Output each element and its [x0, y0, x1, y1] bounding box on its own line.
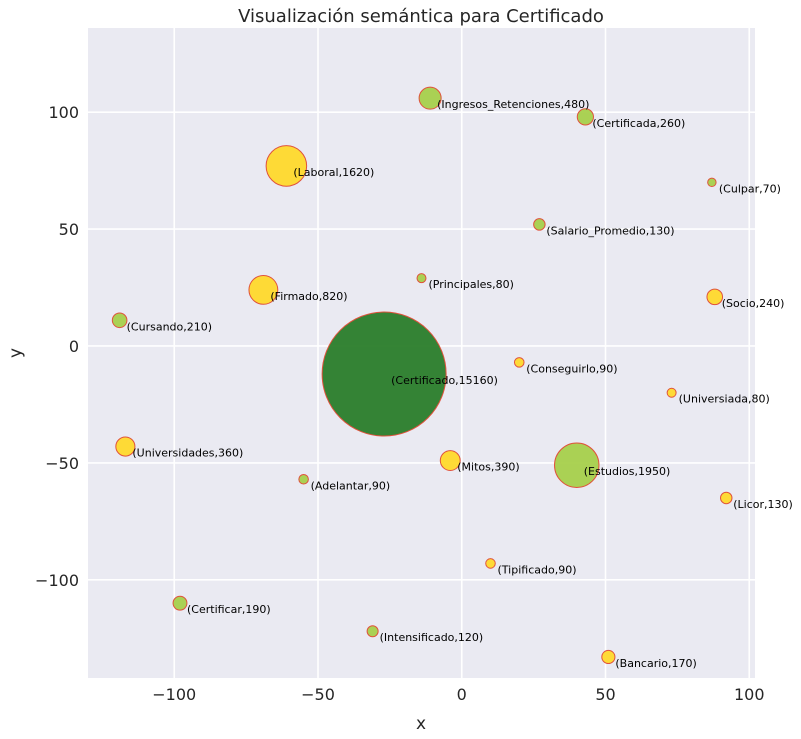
- bubble-culpar: [707, 177, 717, 188]
- bubbles-layer: [111, 86, 733, 665]
- bubble-universiada: [666, 387, 677, 398]
- bubble-adelantar: [298, 473, 309, 485]
- bubble-label: (Cursando,210): [127, 320, 212, 333]
- bubble-salario-promedio: [533, 218, 546, 231]
- bubble-principales: [416, 273, 427, 284]
- x-tick-label: 0: [457, 685, 467, 704]
- bubble-estudios: [554, 442, 600, 488]
- bubble-licor: [720, 491, 733, 505]
- bubble-label: (Salario_Promedio,130): [546, 224, 674, 237]
- bubble-intensificado: [366, 625, 379, 638]
- y-tick-label: 100: [48, 103, 79, 122]
- bubble-certificar: [172, 595, 188, 611]
- chart-title: Visualización semántica para Certificado: [238, 6, 604, 27]
- x-tick-label: −100: [152, 685, 196, 704]
- bubble-label: (Tipificado,90): [498, 563, 577, 576]
- grid-lines: [88, 28, 755, 678]
- y-tick-label: 0: [69, 337, 79, 356]
- y-tick-labels: −100 −50 0 50 100: [35, 103, 79, 590]
- bubble-certificado: [321, 311, 447, 437]
- bubble-label: (Socio,240): [722, 297, 785, 310]
- x-tick-label: 50: [595, 685, 615, 704]
- bubble-label: (Principales,80): [429, 278, 514, 291]
- y-tick-label: −50: [45, 454, 79, 473]
- bubble-cursando: [111, 312, 128, 329]
- bubble-universidades: [115, 436, 136, 457]
- x-axis-label: x: [416, 714, 426, 734]
- bubble-label: (Licor,130): [733, 498, 793, 511]
- bubble-label: (Culpar,70): [719, 182, 781, 195]
- bubble-socio: [706, 288, 724, 306]
- bubble-label: (Certificada,260): [592, 117, 685, 130]
- bubble-tipificado: [485, 558, 496, 569]
- bubble-label: (Firmado,820): [270, 290, 347, 303]
- bubble-label: (Adelantar,90): [311, 479, 391, 492]
- bubble-label: (Certificado,15160): [391, 374, 498, 387]
- bubble-label: (Mitos,390): [457, 461, 519, 474]
- x-tick-label: 100: [734, 685, 765, 704]
- bubble-labels-layer: (Certificado,15160) (Estudios,1950) (Labor…: [127, 98, 793, 670]
- y-axis-label: y: [6, 348, 26, 358]
- bubble-label: (Certificar,190): [187, 603, 271, 616]
- bubble-conseguirlo: [513, 357, 525, 368]
- bubble-bancario: [601, 649, 616, 665]
- bubble-label: (Ingresos_Retenciones,480): [437, 98, 589, 111]
- y-tick-label: −100: [35, 571, 79, 590]
- bubble-label: (Universiada,80): [679, 393, 770, 406]
- y-tick-label: 50: [59, 220, 79, 239]
- bubble-label: (Laboral,1620): [293, 166, 374, 179]
- bubble-laboral: [265, 145, 308, 187]
- x-tick-label: −50: [301, 685, 335, 704]
- bubble-label: (Universidades,360): [132, 447, 243, 460]
- bubble-ingresos-retenciones: [418, 86, 442, 110]
- bubble-mitos: [439, 450, 461, 471]
- bubble-label: (Estudios,1950): [584, 465, 671, 478]
- bubble-firmado: [248, 274, 279, 305]
- bubble-label: (Conseguirlo,90): [526, 362, 617, 375]
- bubble-label: (Bancario,170): [615, 657, 696, 670]
- x-tick-labels: −100 −50 0 50 100: [152, 685, 764, 704]
- bubble-certificada: [576, 108, 594, 126]
- bubble-label: (Intensificado,120): [380, 631, 484, 644]
